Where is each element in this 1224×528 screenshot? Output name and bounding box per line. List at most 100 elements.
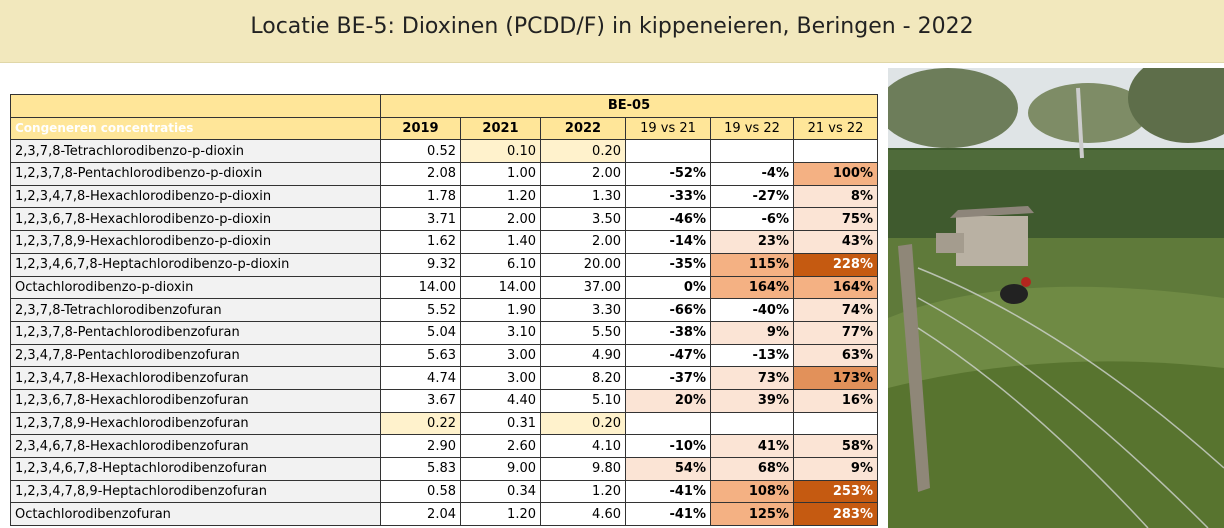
row-label: 2,3,4,7,8-Pentachlorodibenzofuran [11,344,381,367]
cell: 0.10 [461,140,541,163]
cell: 20% [626,389,711,412]
cell: 16% [794,389,878,412]
group-header: BE-05 [381,95,878,118]
cell: 5.83 [381,458,461,481]
row-label: Octachlorodibenzofuran [11,503,381,526]
column-header-row: Congeneren concentraties20192021202219 v… [11,117,878,140]
cell: 75% [794,208,878,231]
cell: 5.52 [381,299,461,322]
row-label: 1,2,3,4,7,8-Hexachlorodibenzo-p-dioxin [11,185,381,208]
cell: 1.20 [461,185,541,208]
cell: 2.00 [541,163,626,186]
column-header: 2019 [381,117,461,140]
cell: 4.40 [461,389,541,412]
cell: 2.90 [381,435,461,458]
table-row: 1,2,3,6,7,8-Hexachlorodibenzofuran3.674.… [11,389,878,412]
cell: 4.60 [541,503,626,526]
cell: 43% [794,231,878,254]
cell: 0.31 [461,412,541,435]
cell: 9.32 [381,253,461,276]
table-row: 1,2,3,4,6,7,8-Heptachlorodibenzo-p-dioxi… [11,253,878,276]
cell: 39% [711,389,794,412]
corner-cell [11,95,381,118]
row-label: 1,2,3,7,8,9-Hexachlorodibenzofuran [11,412,381,435]
row-label: 1,2,3,7,8-Pentachlorodibenzofuran [11,321,381,344]
cell: 1.78 [381,185,461,208]
row-label: Octachlorodibenzo-p-dioxin [11,276,381,299]
table-row: 1,2,3,4,6,7,8-Heptachlorodibenzofuran5.8… [11,458,878,481]
cell: 14.00 [381,276,461,299]
table-row: 1,2,3,4,7,8-Hexachlorodibenzofuran4.743.… [11,367,878,390]
photo [888,68,1224,528]
cell: 74% [794,299,878,322]
row-label: 1,2,3,6,7,8-Hexachlorodibenzo-p-dioxin [11,208,381,231]
table-row: 1,2,3,6,7,8-Hexachlorodibenzo-p-dioxin3.… [11,208,878,231]
cell: 0.52 [381,140,461,163]
title-banner: Locatie BE-5: Dioxinen (PCDD/F) in kippe… [0,0,1224,63]
cell: -66% [626,299,711,322]
cell: 41% [711,435,794,458]
cell: 1.20 [461,503,541,526]
cell [711,140,794,163]
row-label: 1,2,3,4,6,7,8-Heptachlorodibenzofuran [11,458,381,481]
table-row: 2,3,4,6,7,8-Hexachlorodibenzofuran2.902.… [11,435,878,458]
cell: -46% [626,208,711,231]
row-label: 2,3,7,8-Tetrachlorodibenzo-p-dioxin [11,140,381,163]
cell: 3.00 [461,367,541,390]
column-header: 2022 [541,117,626,140]
row-label: 1,2,3,4,6,7,8-Heptachlorodibenzo-p-dioxi… [11,253,381,276]
cell [794,412,878,435]
cell: -38% [626,321,711,344]
cell: 54% [626,458,711,481]
cell: -13% [711,344,794,367]
cell: 164% [794,276,878,299]
row-label: 1,2,3,4,7,8-Hexachlorodibenzofuran [11,367,381,390]
table-row: 1,2,3,7,8,9-Hexachlorodibenzo-p-dioxin1.… [11,231,878,254]
cell: 1.40 [461,231,541,254]
cell: -52% [626,163,711,186]
cell: 3.50 [541,208,626,231]
cell: -47% [626,344,711,367]
row-label: 1,2,3,6,7,8-Hexachlorodibenzofuran [11,389,381,412]
cell: 9.00 [461,458,541,481]
column-header: Congeneren concentraties [11,117,381,140]
cell: 9% [794,458,878,481]
cell: -33% [626,185,711,208]
cell: 0.34 [461,480,541,503]
cell: 37.00 [541,276,626,299]
cell: 1.30 [541,185,626,208]
cell: 5.63 [381,344,461,367]
cell: 5.10 [541,389,626,412]
table-row: 1,2,3,7,8,9-Hexachlorodibenzofuran0.220.… [11,412,878,435]
cell: -4% [711,163,794,186]
cell: -41% [626,480,711,503]
cell: 1.62 [381,231,461,254]
column-header: 19 vs 21 [626,117,711,140]
cell: 8.20 [541,367,626,390]
cell: 173% [794,367,878,390]
cell: 3.00 [461,344,541,367]
cell: -14% [626,231,711,254]
cell: 0% [626,276,711,299]
cell: -35% [626,253,711,276]
cell: 68% [711,458,794,481]
table-row: Octachlorodibenzo-p-dioxin14.0014.0037.0… [11,276,878,299]
cell: 73% [711,367,794,390]
row-label: 1,2,3,7,8,9-Hexachlorodibenzo-p-dioxin [11,231,381,254]
table-row: 2,3,4,7,8-Pentachlorodibenzofuran5.633.0… [11,344,878,367]
cell: 20.00 [541,253,626,276]
cell: 3.30 [541,299,626,322]
cell: -6% [711,208,794,231]
cell: 5.50 [541,321,626,344]
table-row: 2,3,7,8-Tetrachlorodibenzofuran5.521.903… [11,299,878,322]
cell: 3.71 [381,208,461,231]
cell: 164% [711,276,794,299]
cell [626,412,711,435]
cell: 1.00 [461,163,541,186]
cell: 3.10 [461,321,541,344]
row-label: 1,2,3,4,7,8,9-Heptachlorodibenzofuran [11,480,381,503]
row-label: 2,3,4,6,7,8-Hexachlorodibenzofuran [11,435,381,458]
cell: 63% [794,344,878,367]
cell: 228% [794,253,878,276]
table-row: 1,2,3,7,8-Pentachlorodibenzofuran5.043.1… [11,321,878,344]
